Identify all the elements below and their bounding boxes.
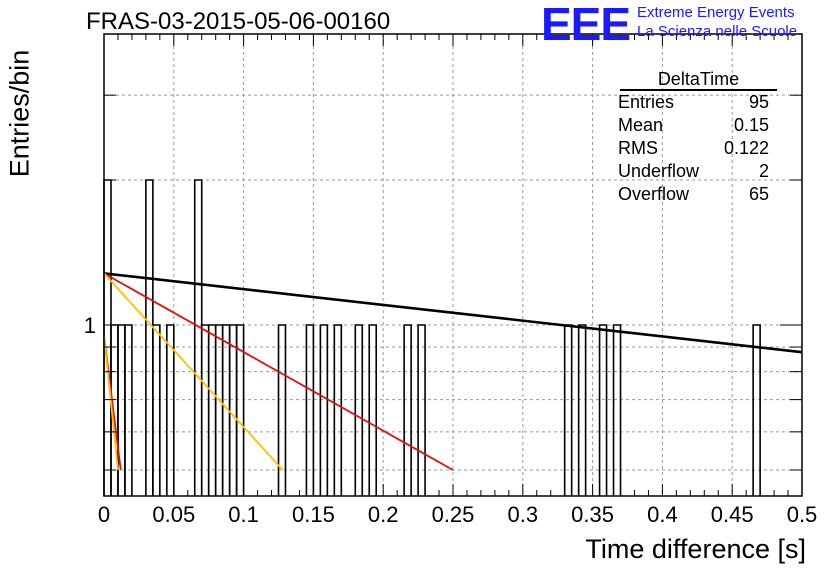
stats-label: Entries: [618, 92, 675, 112]
x-tick-label: 0.25: [432, 502, 475, 527]
stats-rows: Entries 95 Mean 0.15 RMS 0.122 Underflow 2 Overf…: [612, 91, 777, 206]
stats-value: 95: [748, 92, 769, 112]
axis-ticks: [103, 34, 803, 496]
histogram-bin-17: [333, 324, 343, 496]
stats-row-rms: RMS 0.122: [612, 137, 777, 160]
histogram-bin-3: [124, 324, 133, 496]
histogram-bin-5: [152, 324, 161, 496]
stats-label: RMS: [618, 138, 658, 158]
x-axis-label: Time difference [s]: [585, 534, 806, 564]
histogram-bin-26: [752, 324, 761, 496]
x-tick-label: 0.5: [787, 502, 818, 527]
histogram-bin-4: [145, 179, 154, 496]
x-tick-label: 0.4: [647, 502, 678, 527]
stats-value: 0.122: [723, 138, 769, 158]
stats-row-overflow: Overflow 65: [612, 183, 777, 206]
histogram-bin-24: [598, 324, 608, 496]
stats-row-entries: Entries 95: [612, 91, 777, 114]
histogram-bin-15: [305, 324, 315, 496]
x-tick-label: 0.45: [711, 502, 754, 527]
logo-line-2: La Scienza nelle Scuole: [637, 23, 798, 40]
histogram-bin-25: [612, 324, 622, 496]
stats-box: DeltaTime Entries 95 Mean 0.15 RMS 0.122 Under…: [612, 69, 777, 206]
histogram-bin-7: [193, 179, 203, 496]
x-tick-labels: 0 0.05 0.1 0.15 0.2 0.25 0.3 0.35 0.4 0.45 0.5: [98, 502, 817, 527]
fit-line-2: [103, 272, 284, 471]
histogram-bin-21: [417, 324, 426, 496]
y-axis-label: Entries/bin: [4, 49, 35, 178]
x-tick-label: 0.35: [571, 502, 614, 527]
y-tick-labels: 1: [84, 313, 96, 338]
fit-line-4: [103, 335, 119, 471]
x-tick-label: 0: [98, 502, 110, 527]
histogram: [103, 179, 761, 496]
histogram-bin-20: [403, 324, 412, 496]
x-tick-label: 0.3: [508, 502, 539, 527]
fit-line-1: [103, 272, 454, 471]
stats-value: 2: [758, 161, 769, 181]
histogram-bin-23: [577, 324, 587, 496]
histogram-bin-14: [277, 324, 287, 496]
stats-label: Underflow: [618, 161, 700, 181]
stats-row-mean: Mean 0.15: [612, 114, 777, 137]
stats-title: DeltaTime: [620, 69, 777, 91]
stats-value: 0.15: [733, 115, 769, 135]
logo-caption: Extreme Energy Events La Scienza nelle S…: [637, 3, 797, 41]
histogram-bin-16: [319, 324, 329, 496]
fit-line-0: [103, 272, 803, 354]
x-tick-label: 0.05: [152, 502, 195, 527]
stats-label: Overflow: [618, 184, 690, 204]
x-tick-label: 0.15: [292, 502, 335, 527]
chart-title: FRAS-03-2015-05-06-00160: [86, 8, 391, 35]
eee-logo: EEE: [541, 0, 631, 50]
histogram-bin-18: [354, 324, 364, 496]
histogram-bin-19: [368, 324, 378, 496]
fit-lines: [103, 272, 803, 471]
grid: [104, 34, 802, 496]
stats-row-underflow: Underflow 2: [612, 160, 777, 183]
x-tick-label: 0.1: [228, 502, 259, 527]
y-tick-label: 1: [84, 313, 96, 338]
x-tick-label: 0.2: [368, 502, 399, 527]
stats-value: 65: [748, 184, 769, 204]
histogram-bin-13: [235, 324, 245, 496]
histogram-bin-6: [166, 324, 175, 496]
logo-line-1: Extreme Energy Events: [637, 4, 795, 21]
stats-label: Mean: [618, 115, 664, 135]
